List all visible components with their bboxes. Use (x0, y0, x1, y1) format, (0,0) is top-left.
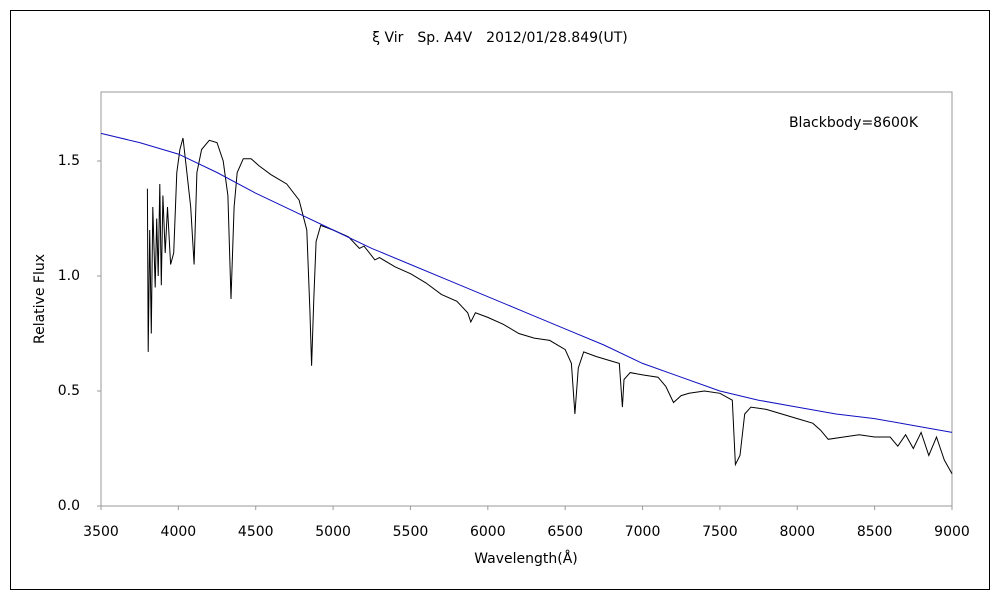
series-line (100, 132, 953, 433)
x-tick-label: 5000 (315, 524, 351, 540)
y-tick-label: 1.5 (58, 153, 80, 169)
x-tick-label: 6500 (547, 524, 583, 540)
x-tick-label: 3500 (83, 524, 119, 540)
x-tick-label: 7000 (625, 524, 661, 540)
chart-title: ξ Vir Sp. A4V 2012/01/28.849(UT) (372, 30, 628, 46)
y-axis-label: Relative Flux (32, 254, 48, 344)
series-line (146, 137, 953, 475)
x-tick-label: 9000 (934, 524, 970, 540)
x-tick-label: 6000 (470, 524, 506, 540)
x-tick-label: 8500 (857, 524, 893, 540)
x-tick-label: 4000 (161, 524, 197, 540)
x-tick-label: 5500 (393, 524, 429, 540)
y-tick-label: 0.0 (58, 498, 80, 514)
x-tick-label: 8000 (779, 524, 815, 540)
x-axis-label: Wavelength(Å) (474, 550, 578, 567)
y-tick-label: 0.5 (58, 383, 80, 399)
x-tick-label: 7500 (702, 524, 738, 540)
plot-area (100, 91, 953, 507)
y-tick-label: 1.0 (58, 268, 80, 284)
x-tick-label: 4500 (238, 524, 274, 540)
annotation: Blackbody=8600K (789, 115, 919, 131)
